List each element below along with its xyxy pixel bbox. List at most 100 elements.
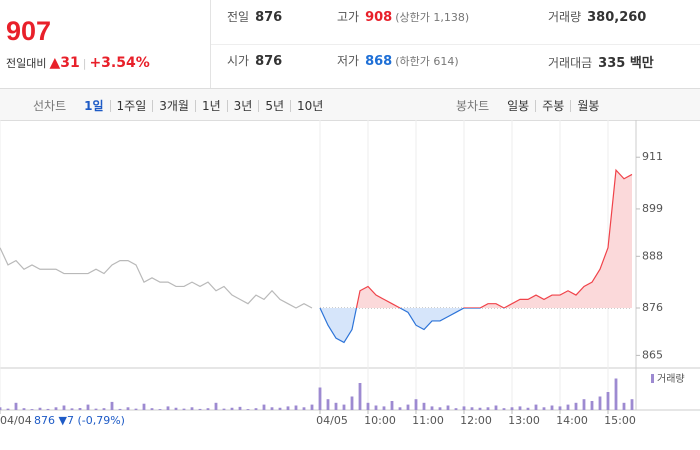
y-tick-label: 899 [642,202,663,215]
volume-bar [462,406,466,410]
stat-value: 876 [255,10,283,25]
line-tabs: 선차트 1일 1주일 3개월 1년 3년 5년 10년 [33,97,329,114]
volume-bar [310,404,314,410]
volume-bar [30,409,34,410]
volume-bar [54,407,58,410]
x-tick-label: 04/05 [316,414,348,427]
tab[interactable]: 10년 [290,99,329,112]
volume-bar [22,408,26,410]
tab[interactable]: 주봉 [535,99,570,112]
volume-bar [0,407,2,410]
volume-bar [534,404,538,410]
volume-bar [262,404,266,410]
volume-bar [398,407,402,410]
volume-bar [510,407,514,410]
stat-value: 908 [365,10,393,25]
x-tick-label: 11:00 [412,414,444,427]
tab[interactable]: 3년 [226,99,259,112]
y-tick-label: 888 [642,249,663,262]
volume-bar [342,404,346,410]
volume-bar [302,407,306,410]
volume-bar [166,406,170,410]
volume-bar [206,408,210,410]
x-tick-label: 15:00 [604,414,636,427]
tab[interactable]: 1일 [84,98,104,113]
volume-bar [110,401,114,410]
volume-bar [126,407,130,410]
tab[interactable]: 1년 [194,99,227,112]
volume-bar [286,406,290,410]
x-tick-label: 12:00 [460,414,492,427]
tab[interactable]: 1주일 [109,99,153,112]
stat-note: (하한가 614) [395,55,459,68]
volume-bar [470,407,474,410]
tab[interactable]: 3개월 [152,99,195,112]
volume-bar [486,407,490,410]
y-tick-label: 911 [642,150,663,163]
volume-bar [494,405,498,410]
tab[interactable]: 월봉 [570,99,605,112]
volume-bar [174,407,178,410]
chart: 04/04 04/05 10:00 11:00 12:00 13:00 14:00 15:00… [0,120,700,427]
volume-bar [606,392,610,410]
volume-bar [374,405,378,410]
change: ▲31 [49,55,80,71]
volume-bar [158,409,162,410]
tab-group-label: 봉차트 [456,99,490,113]
volume-bar [454,408,458,410]
tab-group-label: 선차트 [33,99,67,113]
volume-bar [550,405,554,410]
current-price: 907 [6,16,52,46]
volume-bar [46,408,50,410]
change-label: 전일대비 [6,57,47,70]
volume-bar [542,407,546,410]
separator: | [82,57,87,70]
change-rate: +3.54% [89,55,150,71]
stat: 저가 868 (하한가 614) [337,52,459,69]
stat: 고가 908 (상한가 1,138) [337,8,469,25]
volume-bar [70,408,74,410]
volume-bar [358,383,362,410]
y-tick-label: 876 [642,301,663,314]
volume-bar [622,402,626,410]
volume-bar [254,408,258,410]
volume-bar [294,405,298,410]
volume-bar [382,406,386,410]
volume-bar [238,406,242,410]
volume-bar [430,406,434,410]
candle-tabs: 봉차트 일봉 주봉 월봉 [456,97,605,114]
volume-bar [582,399,586,410]
volume-bar [502,408,506,410]
volume-bar [270,407,274,410]
divider [211,44,700,45]
volume-bar [478,407,482,410]
stat-value: 335 백만 [598,56,654,71]
tab[interactable]: 일봉 [507,98,530,113]
volume-bar [190,407,194,410]
volume-bar [590,401,594,410]
stats: 전일 876 고가 908 (상한가 1,138) 거래량 380,260 시가 876 저가 86… [211,0,700,88]
volume-bar [134,408,138,410]
volume-bar [142,403,146,410]
volume-bar [390,401,394,410]
volume-bar [78,408,82,410]
stat: 거래대금 335 백만 [548,52,654,71]
volume-bar [630,399,634,410]
volume-bar [150,408,154,410]
volume-bar [278,407,282,410]
change-row: 전일대비 ▲31 | +3.54% [6,55,150,71]
volume-bar [214,402,218,410]
x-tick-label: 13:00 [508,414,540,427]
volume-bar [94,408,98,410]
stat-label: 시가 [227,54,250,68]
volume-bar [14,402,18,410]
volume-bar [62,405,66,410]
volume-bar [350,396,354,410]
volume-bar [422,402,426,410]
tab[interactable]: 5년 [258,99,290,112]
volume-bar [102,408,106,410]
stat-value: 868 [365,54,393,69]
price-line [0,247,313,309]
volume-bar [182,408,186,410]
